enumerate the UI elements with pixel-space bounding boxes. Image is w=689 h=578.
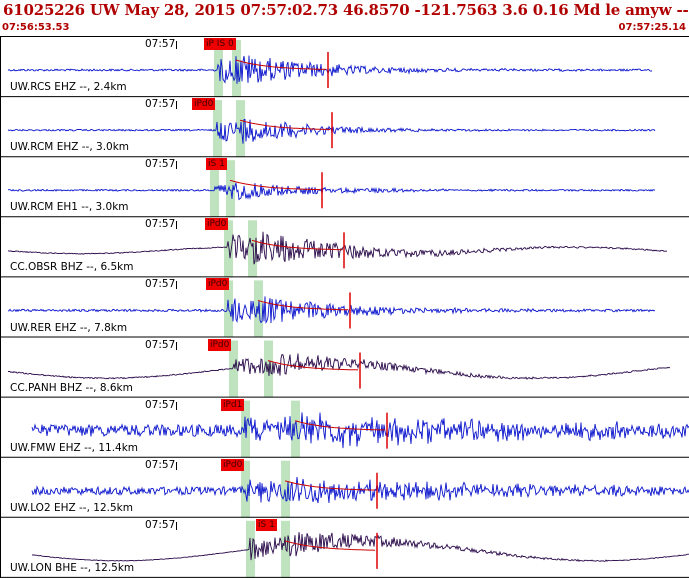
waveform-trace (7, 353, 671, 380)
time-tick (176, 101, 177, 110)
coda-curve (239, 119, 331, 130)
waveform-trace (7, 231, 668, 265)
p-window-band (214, 40, 223, 98)
time-tick (176, 521, 177, 530)
coda-curve (251, 239, 343, 251)
station-label: UW.RCM EHZ --, 3.0km (10, 141, 130, 154)
event-title: 61025226 UW May 28, 2015 07:57:02.73 46.… (3, 1, 689, 19)
trace-time-label: 07:57 (145, 458, 176, 471)
end-time-label: 07:57:25.14 (618, 22, 686, 33)
station-label: UW.FMW EHZ --, 11.4km (10, 441, 139, 454)
station-label: CC.PANH BHZ --, 8.6km (10, 381, 133, 394)
waveform-trace (7, 182, 656, 201)
waveform-trace (7, 55, 653, 84)
coda-curve (229, 179, 321, 191)
time-tick (176, 41, 177, 49)
trace-time-label: 07:57 (145, 518, 176, 531)
phase-pick-tag[interactable]: iS 1 (206, 158, 227, 171)
seismogram-panel[interactable] (0, 37, 689, 578)
waveform-canvas (0, 40, 689, 578)
trace-time-label: 07:57 (145, 38, 176, 50)
time-tick (176, 341, 177, 350)
trace-time-label: 07:57 (145, 158, 176, 171)
s-window-band (281, 460, 290, 518)
station-label: UW.RCS EHZ --, 2.4km (10, 81, 127, 94)
waveform-trace (31, 412, 689, 449)
station-label: UW.LON BHE --, 12.5km (10, 561, 135, 574)
coda-curve (284, 540, 376, 551)
phase-pick-tag[interactable]: iS 1 (256, 518, 277, 531)
phase-pick-tag[interactable]: iPd0 (221, 458, 245, 471)
trace-time-label: 07:57 (145, 278, 176, 291)
left-border (0, 37, 1, 578)
waveform-trace (7, 296, 656, 324)
s-window-band (291, 400, 300, 458)
station-label: CC.OBSR BHZ --, 6.5km (10, 261, 134, 274)
start-time-label: 07:56:53.53 (2, 22, 70, 33)
s-window-band (248, 220, 257, 278)
coda-curve (257, 300, 349, 311)
waveform-trace (31, 532, 689, 563)
trace-time-label: 07:57 (145, 398, 176, 411)
phase-pick-tag[interactable]: iP IS 0 (204, 38, 236, 50)
phase-pick-tag[interactable]: iPd0 (208, 338, 232, 351)
time-tick (176, 221, 177, 230)
p-window-band (241, 460, 250, 518)
event-header: 61025226 UW May 28, 2015 07:57:02.73 46.… (0, 0, 689, 22)
trace-time-label: 07:57 (145, 98, 176, 111)
time-tick (176, 161, 177, 170)
trace-time-label: 07:57 (145, 218, 176, 231)
p-window-band (229, 340, 238, 398)
coda-curve (284, 480, 376, 491)
s-window-band (281, 520, 290, 578)
header-rule (0, 36, 689, 37)
waveform-trace (31, 476, 689, 504)
coda-curve (235, 59, 327, 70)
phase-pick-tag[interactable]: iPd0 (192, 98, 216, 111)
station-label: UW.LO2 EHZ --, 12.5km (10, 501, 133, 514)
time-tick (176, 401, 177, 410)
station-label: UW.RCM EH1 --, 3.0km (10, 201, 129, 214)
phase-pick-tag[interactable]: iPd1 (221, 398, 245, 411)
coda-curve (267, 360, 359, 371)
p-window-band (224, 220, 233, 278)
s-window-band (226, 160, 235, 218)
time-tick (176, 281, 177, 290)
coda-curve (294, 420, 386, 431)
phase-pick-tag[interactable]: iPd0 (205, 218, 229, 231)
station-label: UW.RER EHZ --, 7.8km (10, 321, 128, 334)
time-tick (176, 461, 177, 470)
trace-time-label: 07:57 (145, 338, 176, 351)
phase-pick-tag[interactable]: iPd0 (206, 278, 230, 291)
